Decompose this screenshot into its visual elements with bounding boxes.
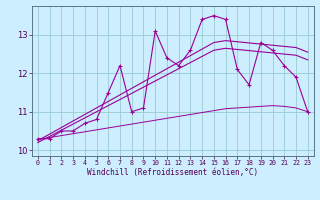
X-axis label: Windchill (Refroidissement éolien,°C): Windchill (Refroidissement éolien,°C) [87,168,258,177]
